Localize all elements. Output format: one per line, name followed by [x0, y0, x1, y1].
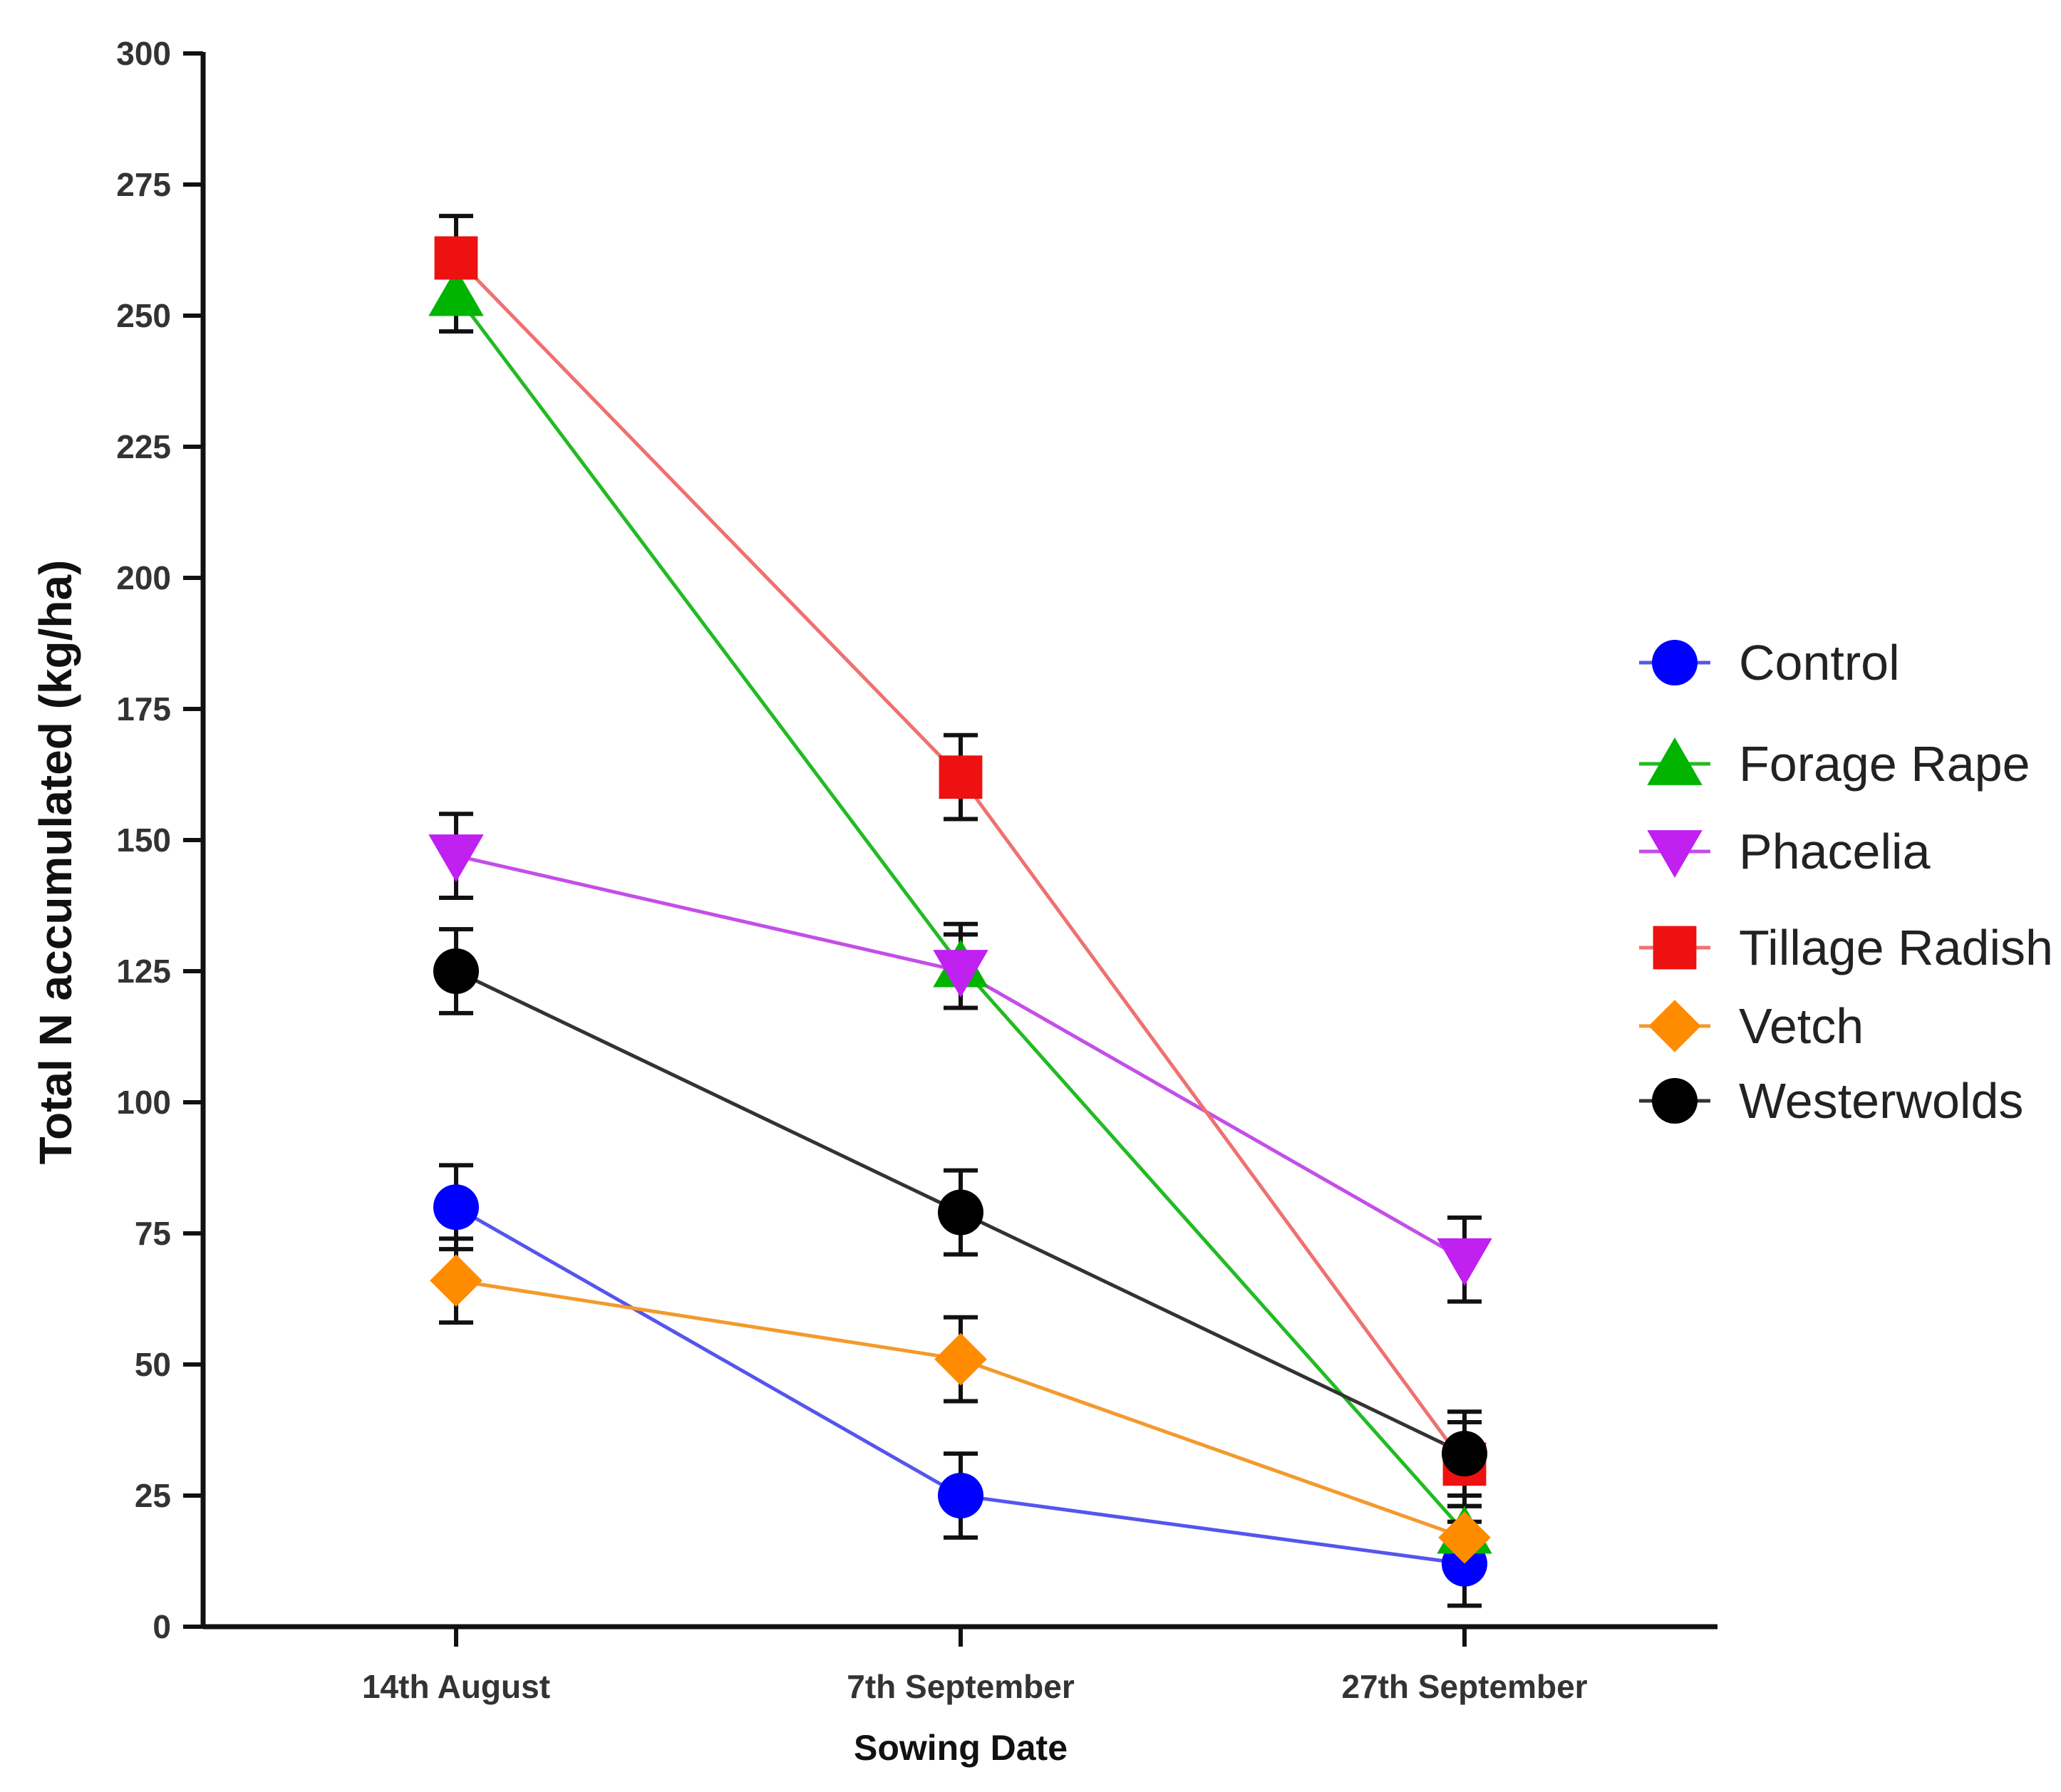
- y-tick-label: 225: [116, 428, 171, 465]
- westerwolds-point: [433, 948, 479, 994]
- legend-marker-westerwolds: [1652, 1078, 1698, 1124]
- control-point: [433, 1184, 479, 1231]
- x-tick-label: 7th September: [847, 1668, 1075, 1705]
- tillage-radish-point: [434, 236, 478, 280]
- legend-marker-tillage-radish: [1653, 926, 1697, 970]
- legend-label: Phacelia: [1739, 824, 1931, 879]
- legend: Control Forage Rape Phacelia Tillage Radish…: [1639, 635, 2053, 1129]
- y-axis: 0 25 50 75 100 125 150 175 200 225 250 275 300: [116, 35, 206, 1645]
- phacelia-point: [428, 834, 484, 883]
- legend-marker-vetch: [1648, 1000, 1701, 1052]
- legend-label: Forage Rape: [1739, 736, 2030, 792]
- y-tick-label: 150: [116, 822, 171, 859]
- y-tick-label: 75: [135, 1215, 171, 1252]
- y-tick-label: 0: [153, 1608, 171, 1645]
- x-axis-title: Sowing Date: [854, 1728, 1068, 1768]
- legend-label: Vetch: [1739, 998, 1864, 1054]
- x-tick-label: 27th September: [1341, 1668, 1587, 1705]
- legend-item-tillage-radish: Tillage Radish: [1639, 920, 2053, 975]
- y-tick-label: 25: [135, 1477, 171, 1514]
- legend-label: Control: [1739, 635, 1900, 690]
- y-axis-title: Total N accumulated (kg/ha): [30, 560, 81, 1165]
- legend-label: Westerwolds: [1739, 1073, 2023, 1129]
- vetch-point: [430, 1254, 482, 1307]
- y-tick-label: 175: [116, 690, 171, 727]
- y-tick-label: 250: [116, 297, 171, 334]
- westerwolds-point: [1442, 1431, 1487, 1477]
- tillage-radish-point: [939, 755, 983, 799]
- forage-rape-point: [428, 268, 484, 316]
- legend-marker-forage-rape: [1647, 737, 1703, 785]
- phacelia-point: [1437, 1238, 1492, 1286]
- y-tick-label: 125: [116, 953, 171, 990]
- y-tick-label: 275: [116, 166, 171, 203]
- vetch-point: [934, 1332, 987, 1386]
- data-markers: [428, 236, 1492, 1587]
- y-tick-label: 200: [116, 559, 171, 596]
- westerwolds-point: [938, 1189, 983, 1236]
- legend-marker-control: [1652, 640, 1698, 685]
- legend-marker-phacelia: [1647, 830, 1703, 878]
- error-bars: [439, 214, 1482, 1608]
- control-point: [938, 1473, 983, 1518]
- legend-item-forage-rape: Forage Rape: [1639, 736, 2030, 792]
- x-axis: 14th August 7th September 27th September: [203, 1624, 1718, 1705]
- y-tick-label: 300: [116, 35, 171, 72]
- legend-item-westerwolds: Westerwolds: [1639, 1073, 2023, 1129]
- x-tick-label: 14th August: [362, 1668, 550, 1705]
- y-tick-label: 100: [116, 1084, 171, 1121]
- phacelia-point: [933, 950, 988, 998]
- legend-item-control: Control: [1639, 635, 1900, 690]
- legend-item-phacelia: Phacelia: [1639, 824, 1931, 879]
- legend-item-vetch: Vetch: [1639, 998, 1864, 1054]
- legend-label: Tillage Radish: [1739, 920, 2053, 975]
- tillage-radish-line: [455, 257, 1467, 1466]
- y-tick-label: 50: [135, 1346, 171, 1383]
- vetch-point: [1438, 1511, 1491, 1564]
